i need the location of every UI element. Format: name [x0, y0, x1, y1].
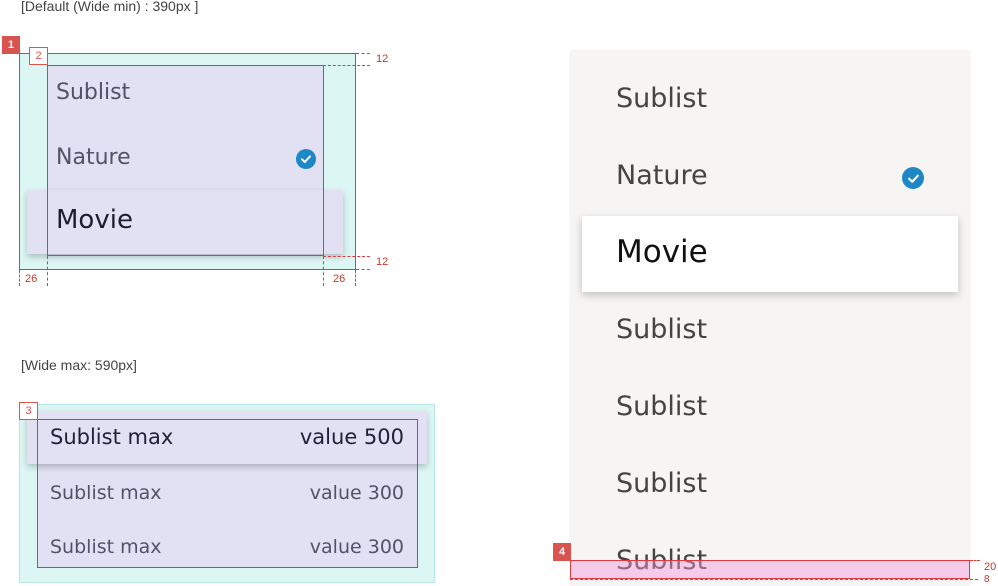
list-item-sublist[interactable]: Sublist [616, 391, 708, 422]
spec-right-value: 26 [333, 273, 346, 285]
list-item-sublist[interactable]: Sublist [56, 80, 131, 105]
caption-default: [Default (Wide min) : 390px ] [21, 0, 199, 14]
spec-line-top [356, 53, 370, 54]
list-item-nature[interactable]: Nature [616, 160, 708, 191]
spec-line-bottom [356, 269, 370, 270]
spec-line-bottom-inner [323, 256, 370, 257]
spec-left-value: 26 [25, 273, 38, 285]
spec-bottom-20-value: 20 [984, 561, 997, 573]
selected-item-elevation [27, 190, 343, 254]
wide-row-value: value 300 [309, 536, 404, 558]
spec-line-left-inner [47, 256, 48, 286]
bottom-padding-highlight [570, 560, 969, 579]
spec-line-left [19, 270, 20, 286]
spec-outer-outline [19, 53, 356, 270]
spec-inner-outline [47, 65, 324, 256]
selected-list-item-card[interactable]: Movie [582, 216, 958, 292]
badge-1: 1 [2, 36, 20, 54]
list-item-movie-selected[interactable]: Movie [616, 234, 708, 270]
list-item-nature[interactable]: Nature [56, 145, 131, 170]
spec-line-bottom-8 [570, 579, 978, 580]
spec-line-20 [970, 560, 980, 561]
list-item-sublist[interactable]: Sublist [616, 314, 708, 345]
popup-list-panel: Sublist Nature Sublist Sublist Sublist S… [571, 51, 969, 586]
spec-bottom-8-value: 8 [984, 574, 990, 585]
wide-row-value: value 300 [309, 482, 404, 504]
list-item-sublist[interactable]: Sublist [616, 468, 708, 499]
wide-row-label[interactable]: Sublist max [50, 482, 162, 504]
check-circle-icon [296, 149, 316, 169]
wide-row-label[interactable]: Sublist max [50, 536, 162, 558]
list-item-movie-selected[interactable]: Movie [56, 205, 133, 235]
spec-line-right [355, 270, 356, 286]
caption-wide: [Wide max: 590px] [21, 357, 137, 373]
spec-bottom-value: 12 [376, 256, 389, 268]
wide-row-label[interactable]: Sublist max [50, 425, 174, 449]
spec-top-value: 12 [376, 53, 389, 65]
list-item-sublist[interactable]: Sublist [616, 83, 708, 114]
spec-line-right-inner [323, 256, 324, 286]
wide-spec-outline [37, 419, 418, 568]
badge-4: 4 [553, 543, 571, 561]
badge-3: 3 [19, 402, 38, 420]
wide-row-value: value 500 [299, 425, 404, 449]
spec-line-top-inner [323, 65, 370, 66]
bottom-spec-outline [570, 560, 970, 579]
check-circle-icon [902, 167, 924, 189]
badge-2: 2 [29, 47, 48, 65]
